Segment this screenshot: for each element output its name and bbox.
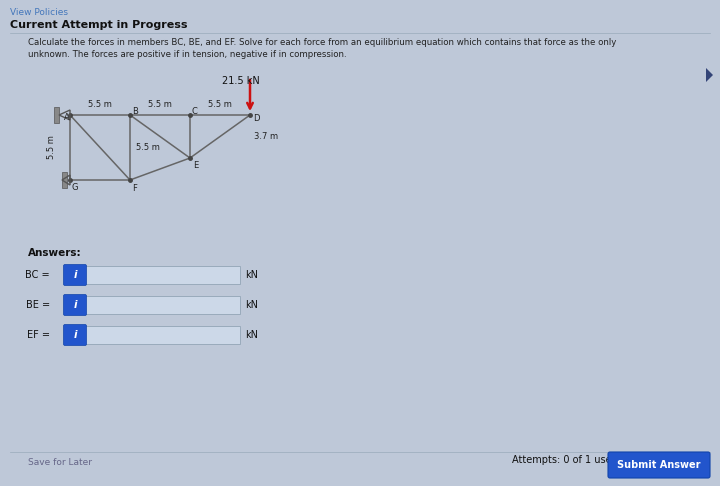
Text: 21.5 kN: 21.5 kN bbox=[222, 76, 260, 86]
Text: kN: kN bbox=[245, 300, 258, 310]
Text: EF =: EF = bbox=[27, 330, 50, 340]
Text: F: F bbox=[132, 184, 137, 193]
Text: BC =: BC = bbox=[25, 270, 50, 280]
Text: kN: kN bbox=[245, 330, 258, 340]
FancyBboxPatch shape bbox=[85, 296, 240, 314]
FancyBboxPatch shape bbox=[63, 264, 86, 285]
Text: View Policies: View Policies bbox=[10, 8, 68, 17]
Text: Current Attempt in Progress: Current Attempt in Progress bbox=[10, 20, 187, 30]
Text: 5.5 m: 5.5 m bbox=[208, 100, 232, 109]
Text: B: B bbox=[132, 107, 138, 116]
Text: 5.5 m: 5.5 m bbox=[136, 143, 160, 152]
Polygon shape bbox=[706, 68, 713, 82]
Text: 5.5 m: 5.5 m bbox=[48, 136, 56, 159]
Text: i: i bbox=[73, 330, 77, 340]
FancyBboxPatch shape bbox=[85, 266, 240, 284]
Text: Calculate the forces in members BC, BE, and EF. Solve for each force from an equ: Calculate the forces in members BC, BE, … bbox=[28, 38, 616, 47]
Text: Save for Later: Save for Later bbox=[28, 458, 92, 467]
Text: A: A bbox=[64, 113, 70, 122]
Text: i: i bbox=[73, 300, 77, 310]
Text: BE =: BE = bbox=[26, 300, 50, 310]
Text: 3.7 m: 3.7 m bbox=[254, 132, 278, 141]
Text: kN: kN bbox=[245, 270, 258, 280]
Text: unknown. The forces are positive if in tension, negative if in compression.: unknown. The forces are positive if in t… bbox=[28, 50, 346, 59]
Text: 5.5 m: 5.5 m bbox=[88, 100, 112, 109]
FancyBboxPatch shape bbox=[63, 325, 86, 346]
FancyBboxPatch shape bbox=[608, 452, 710, 478]
Text: E: E bbox=[193, 161, 198, 170]
Text: D: D bbox=[253, 114, 259, 123]
Text: C: C bbox=[192, 107, 198, 116]
Text: Attempts: 0 of 1 used: Attempts: 0 of 1 used bbox=[512, 455, 618, 465]
Text: G: G bbox=[72, 183, 78, 192]
Text: 5.5 m: 5.5 m bbox=[148, 100, 172, 109]
Text: Submit Answer: Submit Answer bbox=[617, 460, 701, 470]
Bar bbox=[54, 107, 59, 123]
Bar bbox=[62, 172, 67, 188]
FancyBboxPatch shape bbox=[85, 326, 240, 344]
Text: i: i bbox=[73, 270, 77, 280]
Text: Answers:: Answers: bbox=[28, 248, 81, 258]
FancyBboxPatch shape bbox=[63, 295, 86, 315]
